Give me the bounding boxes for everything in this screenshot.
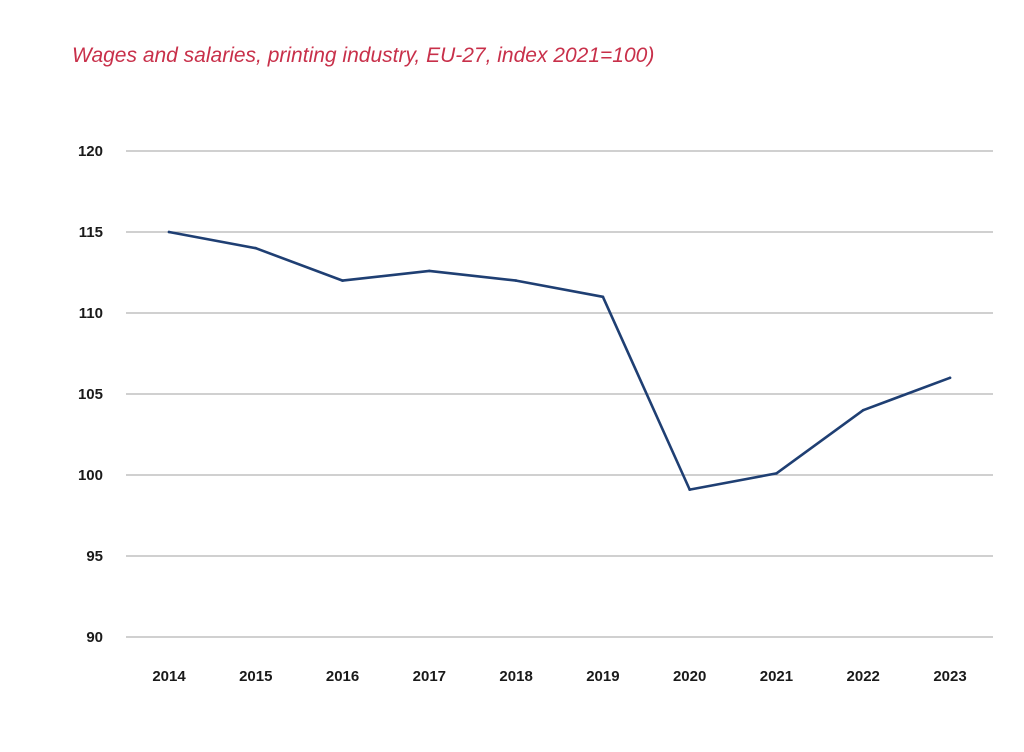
y-tick-label: 115 bbox=[79, 224, 103, 241]
x-tick-label: 2015 bbox=[239, 668, 272, 685]
data-point bbox=[341, 279, 344, 282]
data-point bbox=[254, 246, 258, 250]
chart-title: Wages and salaries, printing industry, E… bbox=[72, 44, 655, 67]
data-point bbox=[688, 488, 691, 491]
gridlines bbox=[126, 150, 993, 638]
y-tick-label: 90 bbox=[86, 629, 103, 646]
y-tick-label: 105 bbox=[78, 386, 103, 403]
y-axis-ticks: 90 95 100 105 110 115 120 bbox=[78, 143, 103, 646]
x-tick-label: 2020 bbox=[673, 668, 706, 685]
x-tick-label: 2021 bbox=[760, 668, 793, 685]
data-point bbox=[167, 230, 171, 234]
series-lines bbox=[167, 230, 952, 491]
y-tick-label: 110 bbox=[79, 305, 103, 322]
y-tick-label: 100 bbox=[78, 467, 103, 484]
x-tick-label: 2023 bbox=[933, 668, 966, 685]
x-tick-label: 2018 bbox=[499, 668, 532, 685]
data-point bbox=[861, 408, 865, 412]
data-point bbox=[514, 279, 518, 282]
data-point bbox=[775, 472, 778, 475]
data-point bbox=[428, 269, 431, 273]
data-point bbox=[948, 376, 952, 380]
x-tick-label: 2014 bbox=[152, 668, 186, 685]
x-tick-label: 2016 bbox=[326, 668, 359, 685]
y-tick-label: 120 bbox=[78, 143, 103, 160]
x-axis-ticks: 2014 2015 2016 2017 2018 2019 2020 2021 2022 2023 bbox=[152, 668, 966, 685]
x-tick-label: 2022 bbox=[847, 668, 880, 685]
y-tick-label: 95 bbox=[86, 548, 103, 565]
x-tick-label: 2019 bbox=[586, 668, 619, 685]
series-line-0 bbox=[167, 230, 952, 491]
data-point bbox=[601, 295, 605, 299]
x-tick-label: 2017 bbox=[413, 668, 446, 685]
